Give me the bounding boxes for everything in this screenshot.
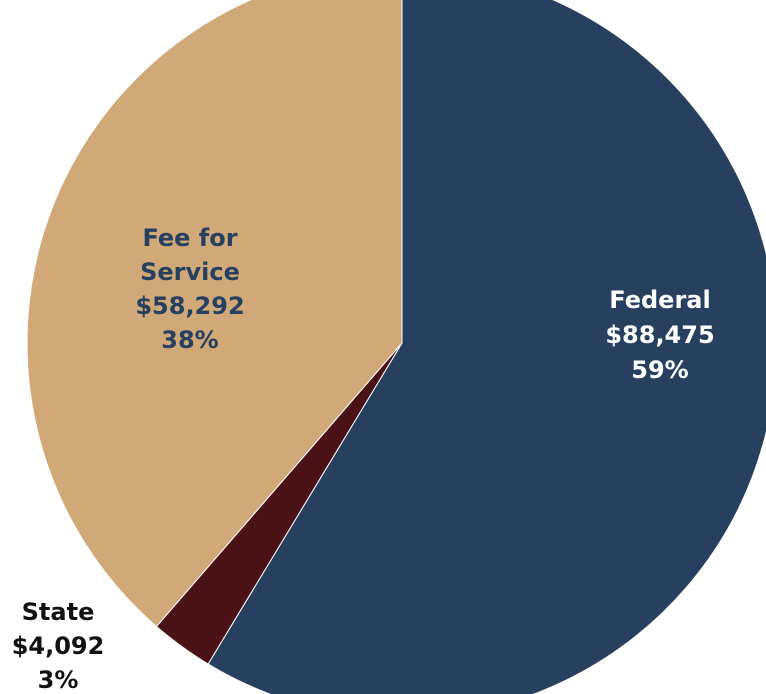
label-fee-percent: 38% <box>161 326 218 354</box>
pie-slices <box>26 0 766 694</box>
label-fee-name-line2: Service <box>140 258 240 286</box>
pie-slice-fee-for-service <box>26 0 403 628</box>
label-fee-name-line1: Fee for <box>142 224 237 252</box>
label-federal-percent: 59% <box>631 356 688 384</box>
label-federal-value: $88,475 <box>605 321 714 349</box>
label-state-name: State <box>22 598 95 626</box>
label-federal-name: Federal <box>609 286 710 314</box>
label-state-value: $4,092 <box>12 632 105 660</box>
label-state-percent: 3% <box>38 666 79 694</box>
label-fee-value: $58,292 <box>135 292 244 320</box>
pie-slice-federal <box>207 0 766 694</box>
